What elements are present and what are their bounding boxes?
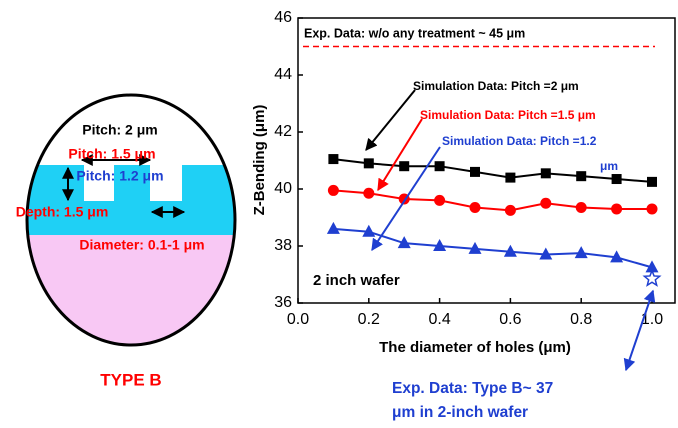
marker xyxy=(397,236,411,249)
marker xyxy=(434,194,446,206)
marker xyxy=(468,241,482,254)
diagram-label: Pitch: 1.2 μm xyxy=(76,168,163,184)
marker xyxy=(362,224,376,237)
y-tick-label: 36 xyxy=(274,294,292,311)
series-line xyxy=(333,227,653,269)
marker xyxy=(363,158,374,169)
annotation: Simulation Data: Pitch =1.5 μm xyxy=(420,108,596,122)
marker xyxy=(434,161,445,172)
series-line xyxy=(333,158,653,183)
annotation-arrow xyxy=(623,289,656,372)
marker xyxy=(610,250,624,263)
hole xyxy=(84,165,114,201)
y-tick-label: 46 xyxy=(274,9,292,26)
annotation-arrow xyxy=(365,89,416,151)
x-tick-label: 0.4 xyxy=(428,311,450,328)
marker xyxy=(539,247,553,260)
annotation: μm xyxy=(600,159,618,173)
marker xyxy=(647,176,657,187)
y-tick-label: 42 xyxy=(274,123,292,140)
x-tick-label: 0.8 xyxy=(570,311,592,328)
x-axis-label: The diameter of holes (μm) xyxy=(379,339,571,356)
marker xyxy=(470,166,480,177)
hole xyxy=(150,165,182,201)
marker xyxy=(645,260,659,273)
y-tick-label: 40 xyxy=(274,180,292,197)
annotation: Simulation Data: Pitch =1.2 xyxy=(442,134,597,148)
wafer-diagram xyxy=(25,93,237,347)
reference-label: Exp. Data: w/o any treatment ~ 45 μm xyxy=(304,26,525,40)
diagram-label: Pitch: 1.5 μm xyxy=(68,146,155,162)
marker xyxy=(504,204,516,216)
y-tick-label: 44 xyxy=(274,66,292,83)
x-tick-label: 0.0 xyxy=(287,311,309,328)
reference-point-label: Exp. Data: Type B~ 37 xyxy=(392,380,553,397)
y-axis-label: Z-Bending (μm) xyxy=(251,105,268,216)
marker xyxy=(574,246,588,259)
marker xyxy=(540,168,551,179)
x-tick-label: 0.6 xyxy=(499,311,521,328)
y-tick-label: 38 xyxy=(274,237,292,254)
marker xyxy=(503,244,517,257)
marker xyxy=(363,187,375,199)
marker xyxy=(611,203,623,215)
series-line xyxy=(333,189,652,212)
plot-frame xyxy=(297,17,676,304)
marker xyxy=(326,221,340,234)
annotation: Simulation Data: Pitch =2 μm xyxy=(413,79,579,93)
marker xyxy=(328,154,339,165)
reference-point xyxy=(642,268,662,287)
marker xyxy=(575,202,587,214)
diagram-label: Diameter: 0.1-1 μm xyxy=(79,237,204,253)
reference-point-label: μm in 2-inch wafer xyxy=(392,404,528,421)
marker xyxy=(469,202,481,214)
marker xyxy=(576,171,587,182)
annotation: 2 inch wafer xyxy=(313,272,400,289)
diagram-caption: TYPE B xyxy=(100,370,161,389)
annotation-arrow xyxy=(377,118,423,192)
marker xyxy=(540,197,552,209)
marker xyxy=(433,239,447,251)
marker xyxy=(399,161,410,172)
x-tick-label: 0.2 xyxy=(358,311,380,328)
annotation-arrow xyxy=(371,146,441,252)
marker xyxy=(646,203,658,215)
marker xyxy=(505,172,516,183)
marker xyxy=(611,174,622,185)
marker xyxy=(327,184,339,196)
diagram-label: Pitch: 2 μm xyxy=(82,122,157,138)
wafer-outline xyxy=(25,93,237,347)
silicon-layer xyxy=(27,165,235,235)
diagram-label: Depth: 1.5 μm xyxy=(16,204,109,220)
